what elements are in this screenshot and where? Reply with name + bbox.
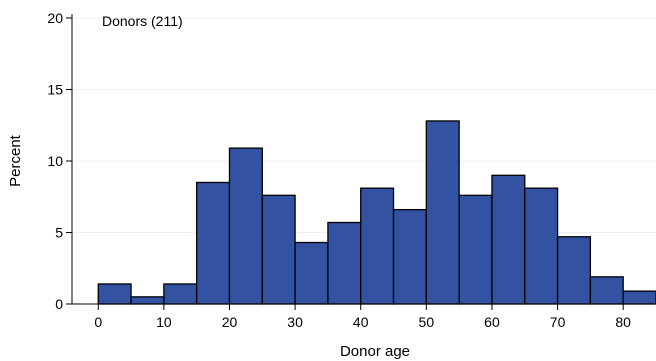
histogram-bar [97,283,132,305]
histogram-bar [425,120,460,305]
y-axis-label: Percent [7,134,24,187]
histogram-bar [556,236,592,305]
histogram-bar [589,276,624,305]
x-tick-label: 20 [222,314,238,330]
x-ticks: 0 10 20 30 40 50 60 70 80 [94,304,631,330]
histogram-bar [228,147,263,305]
y-tick-label: 15 [47,82,63,98]
x-tick-label: 0 [94,314,102,330]
x-axis-label: Donor age [340,343,410,360]
histogram-bar [458,194,493,305]
y-tick-label: 0 [55,296,63,312]
histogram-bar [491,174,526,305]
x-tick-label: 30 [287,314,303,330]
y-tick-label: 20 [47,10,63,26]
histogram-bar [163,283,198,305]
histogram-bar [196,181,231,305]
histogram-bar [360,187,395,305]
y-tick-label: 10 [47,153,63,169]
x-tick-label: 80 [615,314,631,330]
histogram-bar [327,221,362,305]
chart-annotation: Donors (211) [102,13,183,29]
x-tick-label: 60 [484,314,500,330]
histogram-bar [392,208,427,305]
histogram-bar [294,241,329,305]
x-tick-label: 50 [419,314,435,330]
histogram-bar [622,290,656,305]
histogram-bar [524,187,559,305]
histogram-bar [130,296,165,305]
x-tick-label: 40 [353,314,369,330]
bars [97,120,656,305]
y-tick-label: 5 [55,225,63,241]
y-ticks: 0 5 10 15 20 [47,10,72,312]
x-tick-label: 70 [550,314,566,330]
x-tick-label: 10 [156,314,172,330]
histogram-bar [261,194,296,305]
